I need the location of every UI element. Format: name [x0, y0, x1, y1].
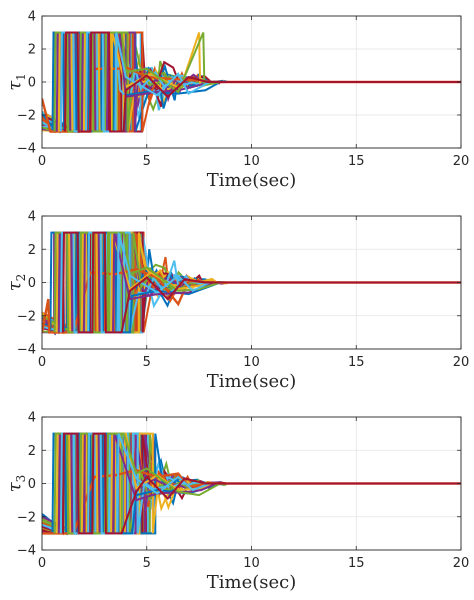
subplot-tau2: 0 5 10 15 20 −4 −2 0 2 4 Time(sec) τ2 [4, 210, 469, 393]
y-tick-label: −4 [17, 142, 36, 157]
series-line-7 [62, 231, 461, 334]
x-tick-label: 0 [38, 154, 46, 169]
y-tick-label: 2 [28, 43, 36, 58]
y-axis-label: τ2 [4, 274, 28, 292]
x-tick-label: 0 [38, 556, 46, 571]
x-axis-label: Time(sec) [207, 170, 297, 191]
y-tick-label: −2 [17, 309, 36, 324]
series-line-7 [64, 31, 461, 133]
x-tick-label: 10 [243, 154, 260, 169]
x-tick-label: 15 [348, 154, 365, 169]
y-tick-label: 4 [28, 210, 36, 225]
y-tick-label: −4 [17, 544, 36, 559]
x-tick-label: 20 [453, 355, 470, 370]
x-tick-label: 20 [453, 154, 470, 169]
x-tick-label: 15 [348, 556, 365, 571]
y-tick-label: −2 [17, 510, 36, 525]
y-tick-label: −2 [17, 109, 36, 124]
x-tick-label: 5 [143, 556, 151, 571]
x-axis-label: Time(sec) [207, 371, 297, 392]
series-group [42, 31, 461, 135]
x-tick-label: 10 [243, 355, 260, 370]
x-tick-label: 5 [143, 154, 151, 169]
y-tick-label: 0 [28, 477, 36, 492]
series-group [42, 231, 461, 336]
y-tick-label: 2 [28, 444, 36, 459]
x-tick-label: 15 [348, 355, 365, 370]
y-tick-label: −4 [17, 343, 36, 358]
series-line-1 [51, 432, 461, 535]
y-tick-label: 4 [28, 411, 36, 426]
subplot-tau3: 0 5 10 15 20 −4 −2 0 2 4 Time(sec) τ3 [4, 411, 469, 594]
x-tick-label: 10 [243, 556, 260, 571]
y-axis-label: τ3 [4, 475, 28, 493]
series-line-7 [62, 432, 461, 535]
series-group [42, 432, 461, 536]
y-tick-label: 4 [28, 10, 36, 25]
x-tick-label: 0 [38, 355, 46, 370]
y-tick-label: 0 [28, 76, 36, 91]
series-line-5 [53, 31, 461, 133]
subplot-tau1: 0 5 10 15 20 −4 −2 0 2 4 Time(sec) τ1 [4, 10, 469, 192]
y-tick-label: 2 [28, 243, 36, 258]
y-axis-label: τ1 [4, 73, 28, 91]
x-tick-label: 20 [453, 556, 470, 571]
x-axis-label: Time(sec) [207, 572, 297, 593]
x-tick-label: 5 [143, 355, 151, 370]
y-tick-label: 0 [28, 276, 36, 291]
